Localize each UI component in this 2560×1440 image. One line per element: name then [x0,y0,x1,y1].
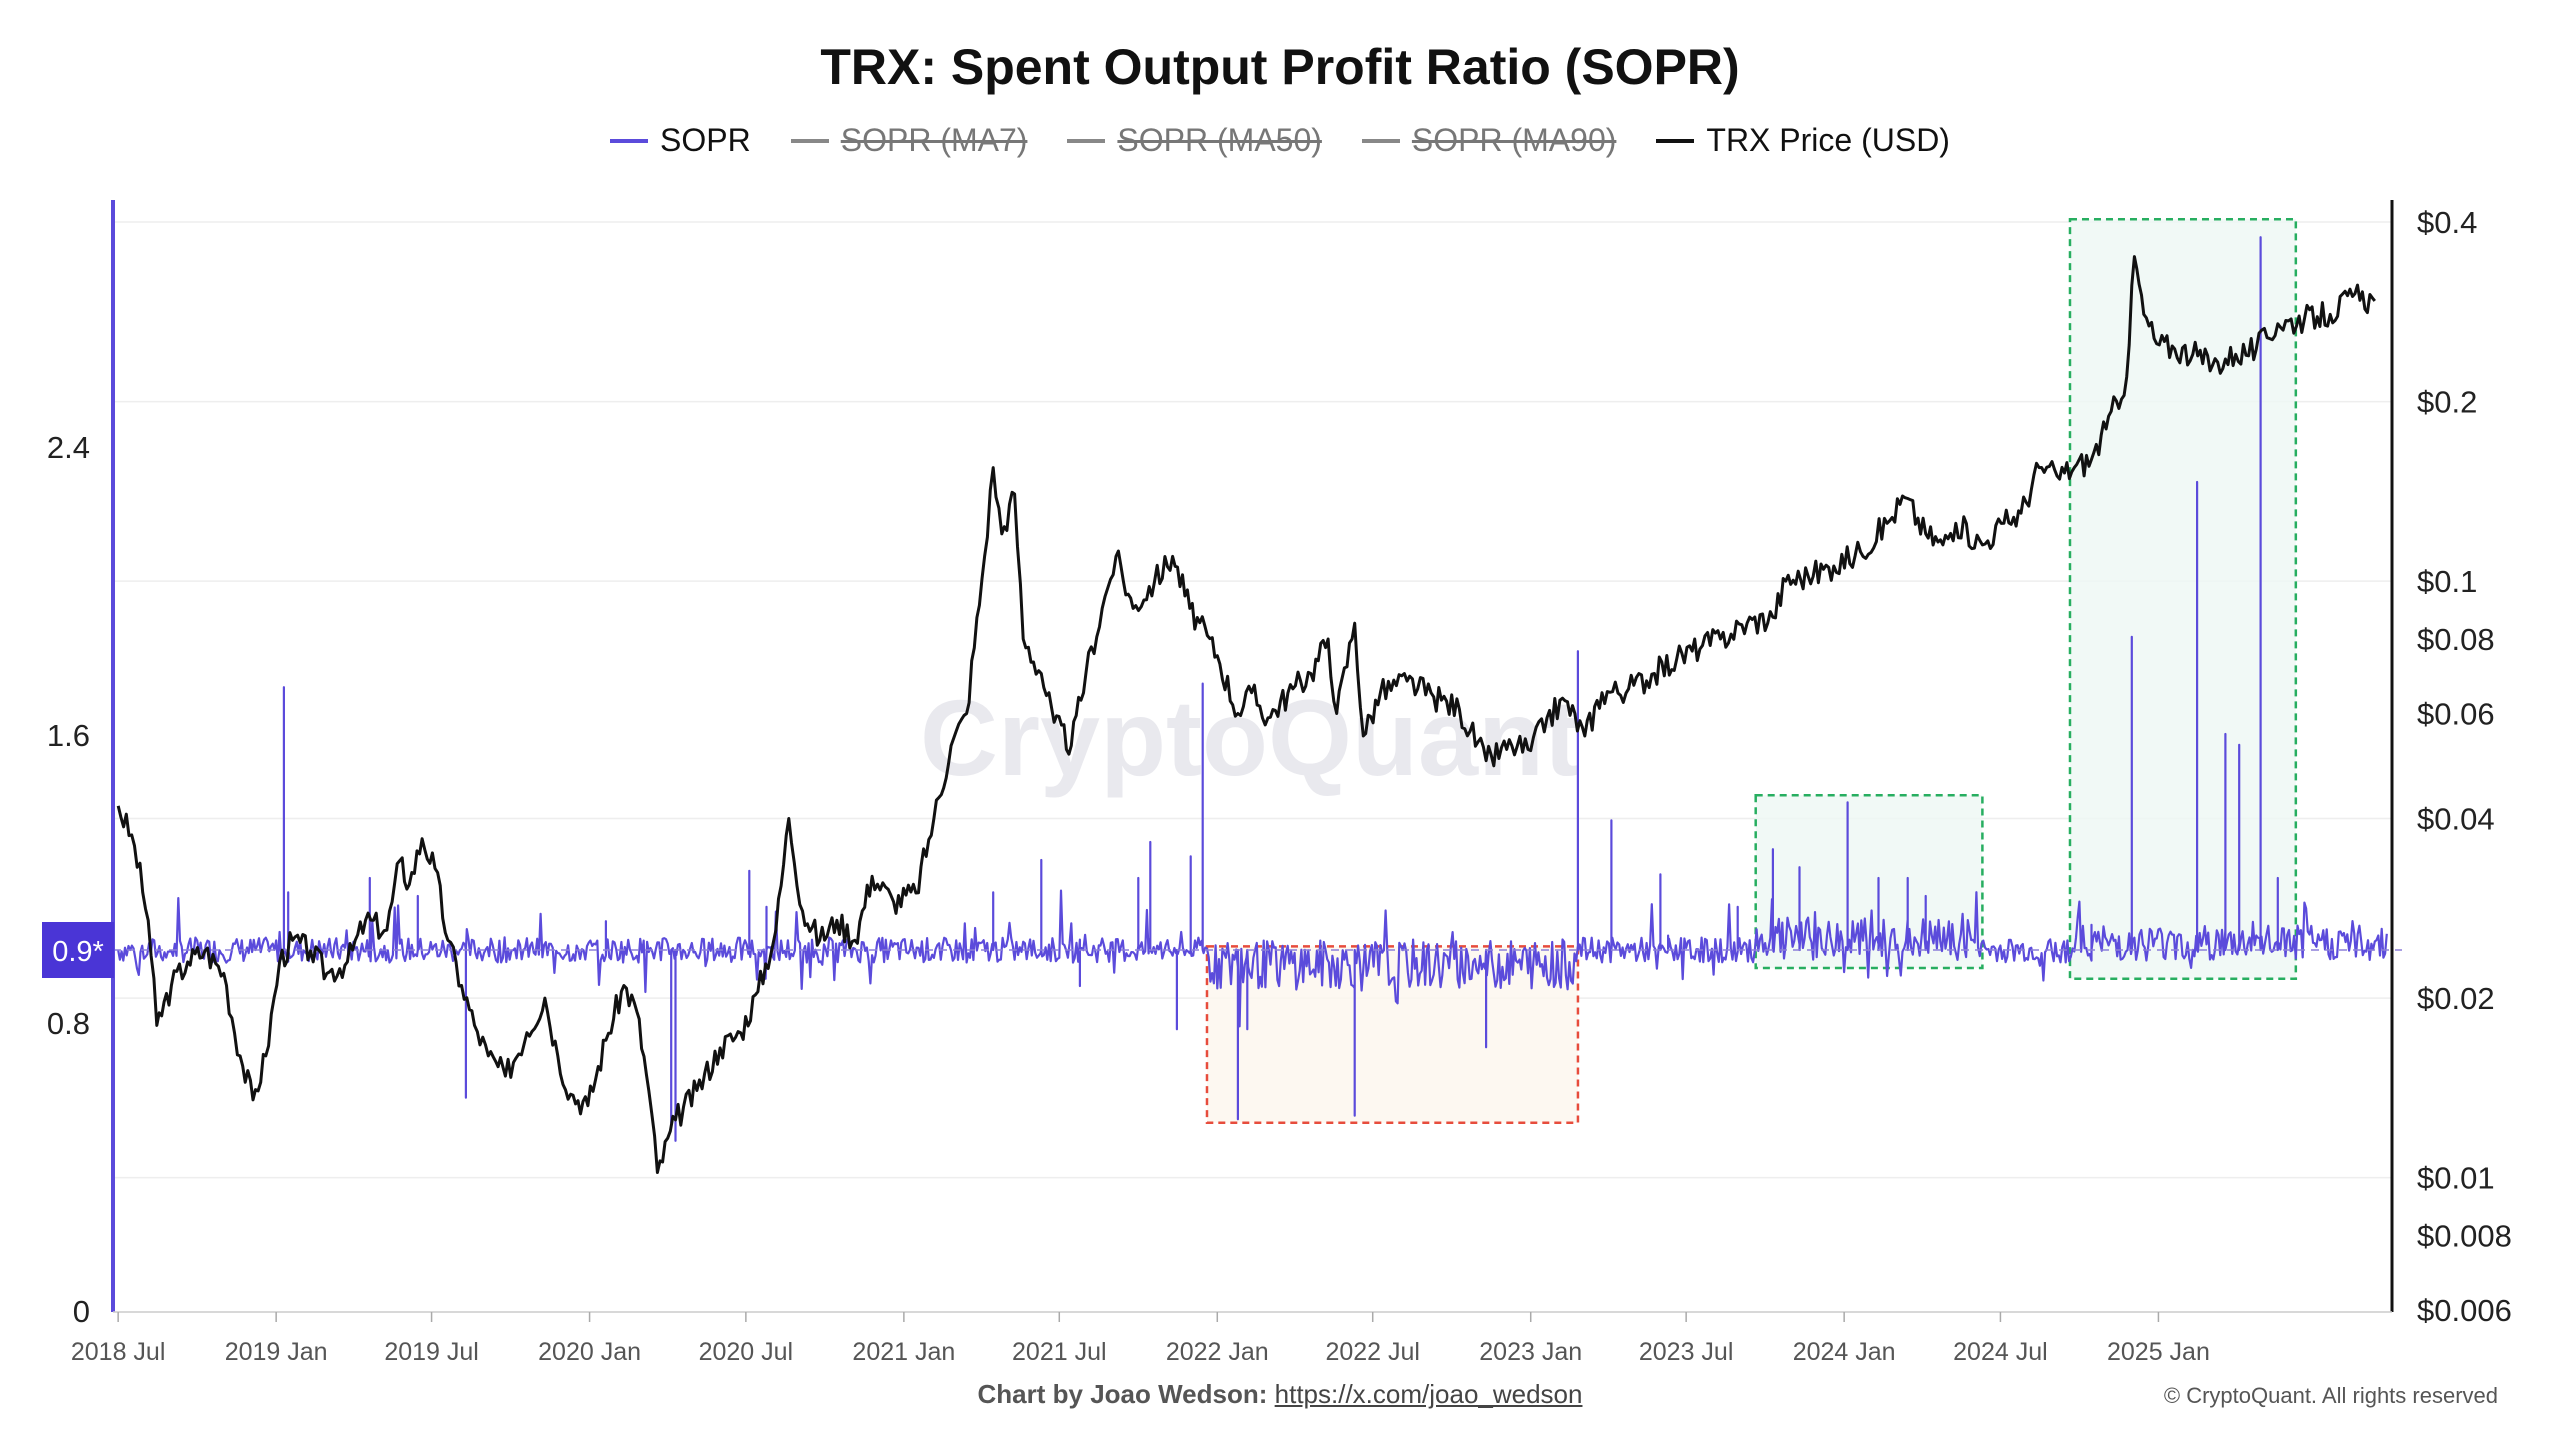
legend-swatch-sopr-ma7 [790,138,829,143]
price-series [116,255,2376,1174]
watermark: CryptoQuant [920,677,1580,798]
x-tick-label: 2023 Jan [1479,1338,1582,1366]
right-tick-label: $0.4 [2417,205,2477,240]
right-tick-label: $0.006 [2417,1293,2512,1328]
x-tick-label: 2019 Jul [384,1338,479,1366]
legend: SOPR SOPR (MA7) SOPR (MA50) SOPR (MA90) … [0,122,2560,159]
legend-swatch-sopr-ma50 [1067,138,1106,143]
legend-swatch-sopr-ma90 [1361,138,1400,143]
legend-swatch-trx-price [1656,138,1695,143]
x-tick-label: 2022 Jan [1166,1338,1269,1366]
legend-item-trx-price[interactable]: TRX Price (USD) [1656,122,1950,159]
x-tick-label: 2021 Jul [1012,1338,1107,1366]
legend-label: SOPR [660,122,751,158]
credit-link[interactable]: https://x.com/joao_wedson [1274,1379,1583,1409]
x-tick-label: 2024 Jan [1793,1338,1896,1366]
legend-item-sopr[interactable]: SOPR [610,122,751,159]
x-tick-label: 2024 Jul [1953,1338,2048,1366]
badge-text: 0.9* [52,936,104,968]
right-tick-label: $0.008 [2417,1218,2512,1253]
copyright: © CryptoQuant. All rights reserved [2163,1383,2498,1408]
legend-item-sopr-ma50[interactable]: SOPR (MA50) [1067,122,1322,159]
left-tick-label: 0.8 [47,1006,90,1041]
current-value-badge: 0.9* [42,922,114,978]
legend-label: SOPR (MA50) [1117,122,1322,158]
right-tick-label: $0.02 [2417,981,2495,1016]
x-tick-label: 2019 Jan [225,1338,328,1366]
right-tick-label: $0.04 [2417,802,2495,837]
legend-label: SOPR (MA90) [1411,122,1617,158]
left-tick-label: 1.6 [47,718,90,753]
x-tick-label: 2018 Jul [71,1338,166,1366]
left-tick-label: 0 [73,1294,90,1329]
x-tick-label: 2023 Jul [1639,1338,1734,1366]
x-tick-label: 2020 Jan [538,1338,641,1366]
chart-title: TRX: Spent Output Profit Ratio (SOPR) [820,39,1740,95]
right-tick-label: $0.1 [2417,564,2477,599]
legend-label: TRX Price (USD) [1706,122,1950,158]
sopr-series [113,236,2402,1142]
axes: 0 0.8 1.6 2.4 $0.006 $0.008 $0.01 $0.02 $0.04 $0.… [47,200,2512,1366]
right-tick-label: $0.2 [2417,385,2477,420]
right-tick-label: $0.01 [2417,1161,2495,1196]
legend-item-sopr-ma90[interactable]: SOPR (MA90) [1361,122,1617,159]
badge-background [42,922,114,978]
chart-credit: Chart by Joao Wedson: https://x.com/joao… [0,1379,2560,1410]
x-tick-label: 2020 Jul [699,1338,794,1366]
profit-zone-box [2068,217,2298,981]
x-tick-label: 2022 Jul [1325,1338,1420,1366]
x-tick-label: 2025 Jan [2107,1338,2210,1366]
right-tick-label: $0.06 [2417,696,2495,731]
legend-swatch-sopr [610,138,649,143]
legend-item-sopr-ma7[interactable]: SOPR (MA7) [790,122,1028,159]
trx-price-line [116,255,2376,1174]
credit-prefix: Chart by Joao Wedson: [977,1379,1268,1409]
loss-zone-box [1205,945,1580,1125]
left-tick-label: 2.4 [47,430,90,465]
legend-label: SOPR (MA7) [840,122,1028,158]
x-tick-label: 2021 Jan [852,1338,955,1366]
right-tick-label: $0.08 [2417,622,2495,657]
sopr-line [117,236,2388,1142]
